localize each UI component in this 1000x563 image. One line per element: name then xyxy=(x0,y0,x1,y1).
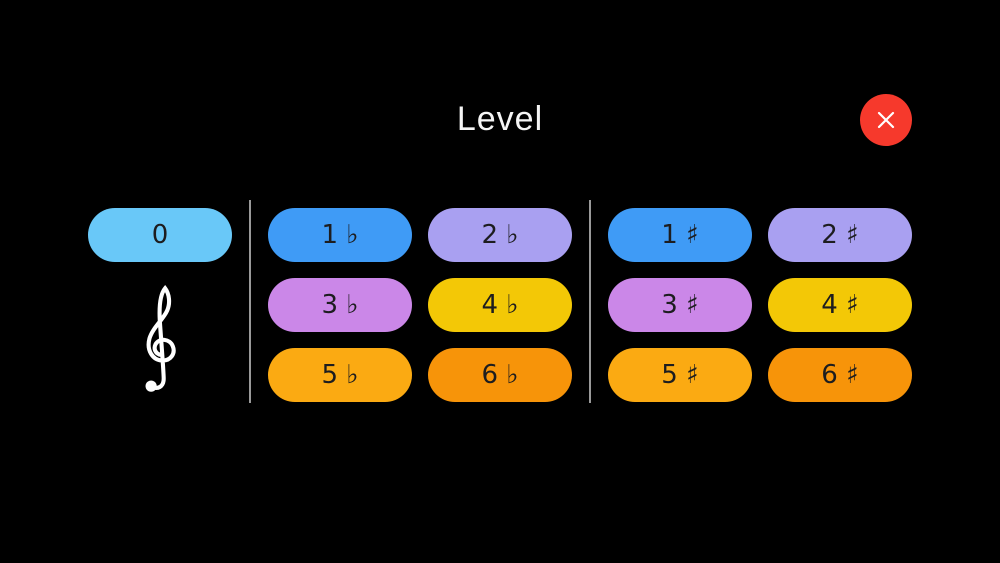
level-button-0[interactable]: 0 xyxy=(88,208,232,262)
level-button-5-sharp[interactable]: 5 ♯ xyxy=(608,348,752,402)
flat-levels-group: 1 ♭ 2 ♭ 3 ♭ 4 ♭ 5 ♭ 6 ♭ xyxy=(268,208,572,402)
divider-flats-sharps xyxy=(589,200,591,403)
divider-zero-flats xyxy=(249,200,251,403)
treble-clef-icon xyxy=(139,281,180,403)
level-button-2-flat[interactable]: 2 ♭ xyxy=(428,208,572,262)
level-button-5-flat[interactable]: 5 ♭ xyxy=(268,348,412,402)
level-button-3-flat[interactable]: 3 ♭ xyxy=(268,278,412,332)
level-button-4-flat[interactable]: 4 ♭ xyxy=(428,278,572,332)
level-button-6-flat[interactable]: 6 ♭ xyxy=(428,348,572,402)
close-icon xyxy=(874,108,898,132)
level-button-1-sharp[interactable]: 1 ♯ xyxy=(608,208,752,262)
close-button[interactable] xyxy=(860,94,912,146)
page-title: Level xyxy=(456,100,544,138)
level-button-2-sharp[interactable]: 2 ♯ xyxy=(768,208,912,262)
level-button-4-sharp[interactable]: 4 ♯ xyxy=(768,278,912,332)
level-button-1-flat[interactable]: 1 ♭ xyxy=(268,208,412,262)
sharp-levels-group: 1 ♯ 2 ♯ 3 ♯ 4 ♯ 5 ♯ 6 ♯ xyxy=(608,208,912,402)
level-button-0-label: 0 xyxy=(151,220,169,250)
level-button-6-sharp[interactable]: 6 ♯ xyxy=(768,348,912,402)
level-button-3-sharp[interactable]: 3 ♯ xyxy=(608,278,752,332)
